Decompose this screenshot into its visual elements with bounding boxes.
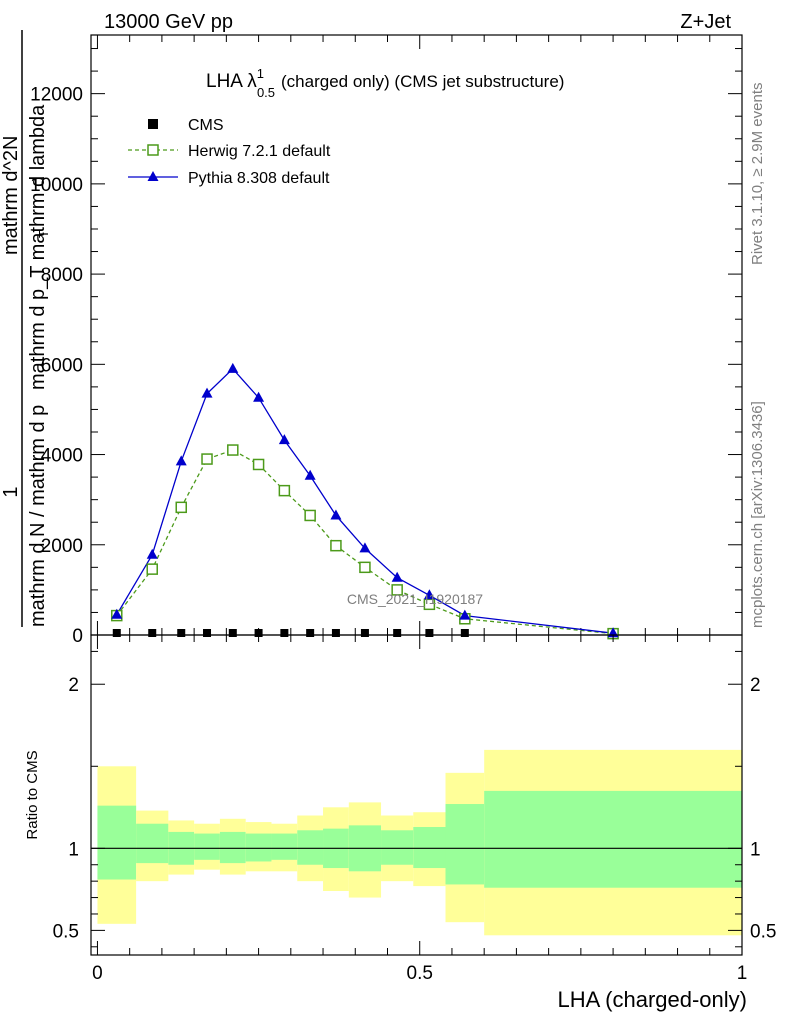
pythia-line <box>116 367 614 634</box>
ratio-inner-band-bin <box>194 833 220 860</box>
legend-pythia-marker <box>147 171 159 181</box>
plot-title-main: LHA λ <box>206 71 257 92</box>
main-ytick-label: 4000 <box>41 446 83 467</box>
cms-point <box>203 629 212 637</box>
header-left-text: 13000 GeV pp <box>104 11 233 33</box>
plot-title-sub: 0.5 <box>257 85 275 100</box>
legend-cms-marker <box>148 119 158 129</box>
cms-point <box>425 629 434 637</box>
ratio-ylabel: Ratio to CMS <box>24 750 41 839</box>
ratio-uncertainty-bands <box>91 749 742 936</box>
ratio-ytick-label: 2 <box>68 675 79 696</box>
main-plot-frame: 0 2000 4000 6000 8000 10000 12000 <box>30 34 743 647</box>
ratio-xtick-label: 0.5 <box>407 963 433 984</box>
legend-herwig-marker <box>147 144 159 156</box>
rivet-version-label: Rivet 3.1.10, ≥ 2.9M events <box>749 83 766 266</box>
herwig-point <box>304 509 316 522</box>
pythia-point <box>253 391 265 402</box>
cms-point <box>331 629 340 637</box>
herwig-point <box>391 584 403 596</box>
ratio-xlabel: LHA (charged-only) <box>557 987 747 1012</box>
header-right-text: Z+Jet <box>680 11 731 33</box>
pythia-point <box>423 589 435 600</box>
pythia-point <box>146 548 158 559</box>
legend-label-herwig: Herwig 7.2.1 default <box>188 143 331 160</box>
ratio-inner-band-bin <box>445 804 485 885</box>
cms-point <box>360 629 369 637</box>
main-ytick-label: 10000 <box>30 175 83 196</box>
ratio-inner-band-bin <box>97 805 137 880</box>
main-ytick-label: 6000 <box>41 355 83 376</box>
ratio-ytick-label-right: 1 <box>750 839 761 860</box>
main-ytick-label: 0 <box>72 626 83 647</box>
analysis-watermark: CMS_2021_I1920187 <box>347 591 483 607</box>
cms-point <box>306 629 315 637</box>
plot-title-rest: (charged only) (CMS jet substructure) <box>281 72 564 91</box>
ratio-ytick-label: 1 <box>68 839 79 860</box>
cms-point <box>228 629 237 637</box>
pythia-point <box>391 571 403 582</box>
main-ytick-label: 8000 <box>41 265 83 286</box>
pythia-point <box>359 542 371 553</box>
main-ylabel-dpt: mathrm d p_T mathrm d lambda <box>27 104 49 390</box>
legend-label-cms: CMS <box>188 117 224 134</box>
main-ytick-label: 2000 <box>41 536 83 557</box>
pythia-point <box>304 469 316 480</box>
legend-label-pythia: Pythia 8.308 default <box>188 170 330 187</box>
pythia-point <box>330 509 342 520</box>
pythia-point <box>278 434 290 445</box>
main-ylabel-denominator: mathrm d N / mathrm d p <box>27 405 49 627</box>
pythia-point <box>227 362 239 373</box>
ratio-plot-frame: 0.5 0.51 12 20 0.5 1 <box>53 634 776 984</box>
main-ylabel-numerator: 1 <box>0 486 22 497</box>
ratio-inner-band-bin <box>271 833 298 860</box>
herwig-point <box>252 458 265 471</box>
ratio-ytick-label-right: 0.5 <box>750 921 776 942</box>
main-ytick-label: 12000 <box>30 85 83 106</box>
plot-title: LHA λ1 0.5 (charged only) (CMS jet substru… <box>206 66 564 100</box>
pythia-point <box>201 387 213 398</box>
ratio-xtick-label: 1 <box>737 963 748 984</box>
pythia-point <box>175 455 187 466</box>
herwig-point <box>359 561 371 574</box>
main-ylabel-d2n: mathrm d^2N <box>0 136 22 255</box>
herwig-point <box>278 484 291 497</box>
cms-point <box>112 629 121 637</box>
plot-title-sup: 1 <box>257 66 264 81</box>
herwig-point <box>201 453 213 465</box>
cms-point <box>254 629 263 637</box>
ratio-inner-band-bin <box>413 827 446 869</box>
main-ylabel-subscript: T <box>36 230 51 238</box>
cms-point <box>280 629 289 637</box>
ratio-inner-band-bin <box>381 830 414 865</box>
cms-point <box>177 629 186 637</box>
main-ylabel: 1 mathrm d N / mathrm d p T mathrm d^2N … <box>0 30 51 627</box>
mcplots-label: mcplots.cern.ch [arXiv:1306.3436] <box>749 401 766 628</box>
herwig-point <box>423 598 436 611</box>
ratio-ytick-label: 0.5 <box>53 921 79 942</box>
ratio-ytick-label-right: 2 <box>750 675 761 696</box>
ratio-plot-border <box>90 634 743 956</box>
herwig-point <box>330 539 342 552</box>
cms-point <box>148 629 157 637</box>
cms-point <box>393 629 402 637</box>
herwig-point <box>227 444 239 456</box>
ratio-xtick-label: 0 <box>92 963 103 984</box>
herwig-point <box>146 563 158 575</box>
ratio-inner-band-bin <box>136 823 169 864</box>
legend: CMS Herwig 7.2.1 default Pythia 8.308 defa… <box>128 117 331 187</box>
ratio-inner-band-bin <box>484 790 742 888</box>
cms-point <box>460 629 469 637</box>
ratio-inner-band-bin <box>297 830 324 865</box>
main-plot-series <box>111 362 619 640</box>
ratio-inner-band-bin <box>245 833 272 862</box>
pythia-point <box>459 609 471 620</box>
ratio-inner-band-bin <box>219 831 246 864</box>
herwig-point <box>175 501 187 514</box>
pythia-point <box>111 608 123 619</box>
